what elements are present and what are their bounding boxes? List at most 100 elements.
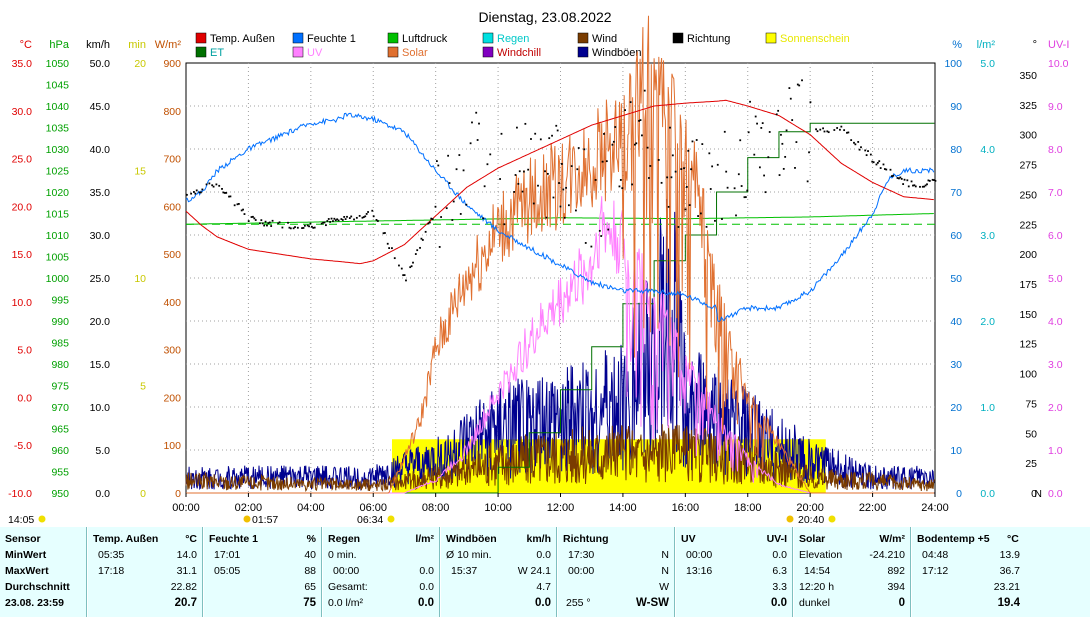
series-richtung-point	[215, 183, 218, 186]
summary-solar: Solar W/m² Elevation -24.210 14:54 892 12:2…	[794, 527, 911, 617]
temp-unit: °C	[185, 533, 197, 545]
series-richtung-point	[584, 242, 587, 244]
series-richtung-point	[570, 165, 573, 168]
summary-uv: UV UV-I 00:00 0.0 13:16 6.3 3.3 0.0	[676, 527, 793, 617]
axis-tick-hpa: 1030	[46, 144, 70, 156]
series-richtung-point	[237, 203, 240, 205]
series-richtung-point	[261, 222, 264, 225]
legend-label: Windchill	[497, 47, 541, 59]
series-richtung-point	[218, 184, 221, 187]
series-richtung-point	[643, 89, 646, 92]
temp-now: 20.7	[174, 597, 197, 609]
chart-axes: °C 35.0 30.0 25.0 20.0 15.0 10.0 5.0 0.0 -5.0 -10.…	[8, 39, 1069, 500]
series-richtung-point	[635, 142, 638, 145]
series-richtung-point	[611, 143, 614, 146]
series-richtung-point	[907, 185, 910, 188]
series-richtung-point	[605, 160, 608, 163]
axis-tick-hpa: 980	[51, 359, 69, 371]
series-richtung-point	[767, 156, 770, 159]
series-richtung-point	[211, 184, 214, 187]
axis-tick-hpa: 950	[51, 488, 69, 500]
series-richtung-point	[577, 147, 580, 149]
series-richtung-point	[198, 191, 201, 194]
series-richtung-point	[534, 132, 537, 135]
axis-tick-kmh: 35.0	[90, 187, 111, 199]
series-richtung-point	[778, 174, 781, 176]
series-richtung-point	[225, 191, 228, 194]
axis-tick-temp: 15.0	[12, 249, 33, 261]
series-richtung-point	[761, 122, 764, 125]
series-richtung-point	[788, 87, 791, 89]
series-richtung-point	[618, 185, 621, 188]
axis-tick-hpa: 1045	[46, 80, 70, 92]
series-richtung-point	[701, 143, 704, 145]
series-richtung-point	[521, 190, 524, 193]
series-richtung-point	[344, 218, 347, 220]
axis-tick-hpa: 1040	[46, 101, 70, 113]
series-richtung-point	[858, 148, 861, 151]
series-richtung-point	[847, 131, 850, 134]
series-richtung-point	[223, 192, 226, 194]
axis-tick-pct: 100	[944, 58, 962, 70]
gust-avg10-label: Ø 10 min.	[446, 549, 492, 561]
series-richtung-point	[260, 219, 263, 222]
series-richtung-point	[201, 188, 204, 191]
soil-now: 19.4	[997, 597, 1020, 609]
series-richtung-point	[903, 178, 906, 181]
series-richtung-point	[743, 196, 746, 199]
series-richtung-point	[343, 216, 346, 218]
series-richtung-point	[667, 205, 670, 208]
series-richtung-point	[690, 168, 692, 171]
series-richtung-point	[875, 163, 878, 166]
axis-tick-deg: 100	[1019, 369, 1037, 381]
series-richtung-point	[499, 178, 501, 180]
axis-tick-wm2: 700	[163, 154, 181, 166]
series-richtung-point	[782, 167, 785, 170]
series-richtung-point	[913, 184, 916, 187]
series-richtung-point	[195, 189, 198, 192]
axis-tick-wm2: 400	[163, 297, 181, 309]
series-richtung-point	[264, 220, 267, 223]
series-richtung-point	[898, 177, 900, 180]
series-richtung-point	[603, 133, 605, 135]
series-richtung-point	[555, 124, 558, 127]
series-richtung-point	[619, 179, 622, 181]
series-richtung-point	[601, 160, 604, 163]
axis-tick-kmh: 40.0	[90, 144, 111, 156]
solar-elevation-value: -24.210	[869, 549, 905, 561]
series-richtung-point	[208, 182, 211, 185]
series-richtung-point	[890, 175, 893, 178]
series-richtung-point	[700, 212, 702, 215]
series-richtung-point	[424, 230, 427, 233]
series-richtung-point	[819, 128, 822, 131]
axis-tick-hpa: 970	[51, 402, 69, 414]
legend-label: Windböen	[592, 47, 642, 59]
x-tick-label: 16:00	[672, 502, 700, 514]
series-richtung-point	[375, 219, 378, 221]
solar-now: 0	[898, 597, 905, 609]
series-richtung-point	[889, 168, 892, 171]
axis-tick-deg: 200	[1019, 249, 1037, 261]
series-feuchte	[185, 112, 935, 323]
series-richtung-point	[756, 122, 758, 125]
dir-max-time: 00:00	[568, 565, 595, 577]
series-richtung-point	[867, 150, 869, 152]
axis-tick-pct: 20	[950, 402, 962, 414]
series-richtung-point	[865, 154, 868, 157]
series-richtung-point	[270, 225, 273, 227]
series-richtung-point	[323, 221, 326, 224]
summary-table: Sensor MinWert MaxWert Durchschnitt 23.0…	[0, 527, 1090, 617]
series-richtung-point	[327, 218, 330, 220]
series-richtung-point	[250, 216, 253, 218]
axis-tick-hpa: 965	[51, 424, 69, 436]
series-richtung-point	[833, 129, 836, 131]
series-richtung-point	[567, 204, 570, 207]
series-richtung-point	[785, 129, 788, 132]
series-richtung-point	[489, 153, 492, 156]
series-richtung-point	[808, 151, 810, 154]
series-richtung-point	[367, 211, 369, 213]
summary-gust: Windböen km/h Ø 10 min. 0.0 15:37 W 24.1 4.…	[441, 527, 557, 617]
series-richtung-point	[421, 239, 424, 241]
series-richtung-point	[607, 228, 610, 231]
axis-tick-deg: 250	[1019, 189, 1037, 201]
